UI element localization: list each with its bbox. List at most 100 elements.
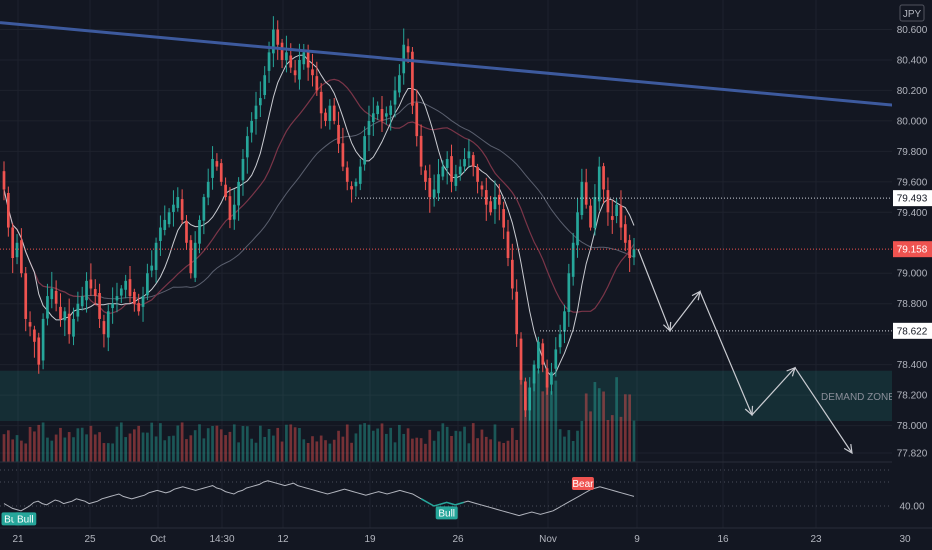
bear-candle[interactable] (11, 223, 15, 274)
bull-candle[interactable] (85, 272, 88, 313)
bear-candle[interactable] (67, 298, 71, 344)
bear-candle[interactable] (102, 314, 106, 348)
bull-candle[interactable] (106, 304, 110, 352)
bear-candle[interactable] (350, 181, 353, 203)
trendline[interactable] (0, 21, 932, 111)
bear-candle[interactable] (224, 177, 227, 201)
bull-candle[interactable] (124, 274, 128, 299)
bull-candle[interactable] (597, 156, 601, 211)
bear-candle[interactable] (623, 215, 627, 252)
bear-candle[interactable] (98, 283, 101, 329)
bull-candle[interactable] (328, 99, 332, 130)
bull-candle[interactable] (150, 250, 154, 278)
bull-candle[interactable] (493, 180, 497, 224)
bull-candle[interactable] (558, 324, 562, 354)
bull-candle[interactable] (119, 285, 123, 304)
time-axis[interactable]: 21 25 Oct 14:30 12 19 26 Nov 9 16 23 30 (0, 527, 932, 550)
bear-signal-tag[interactable]: Bear (571, 477, 594, 490)
bull-candle[interactable] (285, 35, 288, 73)
bear-candle[interactable] (506, 219, 510, 267)
bull-candle[interactable] (146, 263, 149, 301)
bull-candle[interactable] (237, 177, 240, 221)
bear-candle[interactable] (33, 325, 36, 358)
bear-candle[interactable] (89, 263, 93, 296)
bear-candle[interactable] (20, 228, 23, 278)
bull-candle[interactable] (398, 64, 401, 98)
bull-candle[interactable] (363, 126, 366, 171)
bull-candle[interactable] (272, 16, 275, 68)
bull-candle[interactable] (467, 139, 471, 168)
bear-candle[interactable] (137, 293, 141, 316)
bull-candle[interactable] (389, 100, 393, 131)
bull-candle[interactable] (354, 178, 358, 197)
bear-candle[interactable] (628, 234, 632, 272)
bull-candle[interactable] (15, 234, 19, 265)
bull-candle[interactable] (302, 43, 306, 70)
bear-candle[interactable] (610, 199, 614, 234)
bear-candle[interactable] (228, 187, 232, 229)
bear-candle[interactable] (2, 161, 6, 201)
bear-candle[interactable] (497, 183, 501, 221)
bull-candle[interactable] (245, 126, 249, 174)
bull-candle[interactable] (376, 101, 380, 121)
bear-candle[interactable] (515, 279, 519, 347)
bear-candle[interactable] (519, 332, 523, 385)
bear-candle[interactable] (476, 163, 479, 194)
bull-candle[interactable] (254, 91, 258, 135)
bull-candle[interactable] (571, 232, 575, 286)
bull-candle[interactable] (550, 362, 553, 395)
bear-candle[interactable] (315, 61, 319, 96)
bull-candle[interactable] (76, 291, 80, 322)
bear-candle[interactable] (128, 266, 132, 303)
bull-candle[interactable] (393, 76, 397, 118)
bull-candle[interactable] (367, 105, 371, 152)
bear-candle[interactable] (619, 190, 623, 241)
bull-candle[interactable] (202, 193, 206, 235)
bull-candle[interactable] (80, 286, 84, 311)
bull-candle[interactable] (437, 158, 440, 202)
bear-candle[interactable] (484, 177, 488, 221)
bull-candle[interactable] (615, 198, 618, 224)
bull-candle[interactable] (198, 215, 201, 254)
bull-candle[interactable] (580, 168, 584, 220)
bear-candle[interactable] (480, 181, 484, 197)
bear-candle[interactable] (589, 198, 592, 231)
candlesticks[interactable] (2, 16, 636, 421)
bull-candle[interactable] (63, 307, 67, 337)
horizontal-levels[interactable] (0, 197, 892, 332)
bull-candle[interactable] (159, 215, 162, 256)
bull-candle[interactable] (458, 159, 462, 181)
bull-candle[interactable] (371, 97, 375, 137)
bull-candle[interactable] (193, 231, 197, 283)
bear-candle[interactable] (424, 165, 427, 191)
bull-candle[interactable] (632, 238, 636, 266)
bear-candle[interactable] (606, 177, 610, 226)
bear-candle[interactable] (415, 89, 419, 147)
bull-candle[interactable] (211, 146, 214, 190)
bull-candle[interactable] (241, 149, 245, 196)
bull-candle[interactable] (172, 190, 175, 227)
bear-candle[interactable] (584, 168, 588, 209)
projection-arrows[interactable] (637, 248, 853, 455)
bull-candle[interactable] (554, 337, 558, 377)
bear-candle[interactable] (450, 144, 453, 193)
bear-candle[interactable] (28, 311, 32, 337)
bear-candle[interactable] (489, 195, 492, 216)
price-axis[interactable]: 80.600 80.400 80.200 80.000 79.800 79.600 79.4… (892, 0, 932, 550)
bear-candle[interactable] (380, 96, 384, 133)
bear-candle[interactable] (337, 111, 340, 154)
bear-candle[interactable] (510, 243, 514, 300)
bear-candle[interactable] (276, 20, 280, 60)
bear-candle[interactable] (471, 152, 475, 177)
bull-candle[interactable] (206, 168, 210, 206)
bull-candle[interactable] (263, 66, 267, 100)
bear-candle[interactable] (93, 279, 97, 306)
bear-candle[interactable] (185, 215, 188, 250)
bull-candle[interactable] (445, 151, 449, 185)
bull-candle[interactable] (441, 160, 445, 181)
bull-candle[interactable] (41, 313, 45, 370)
bear-candle[interactable] (311, 53, 314, 87)
bull-candle[interactable] (432, 174, 436, 207)
bull-candle[interactable] (141, 286, 145, 322)
